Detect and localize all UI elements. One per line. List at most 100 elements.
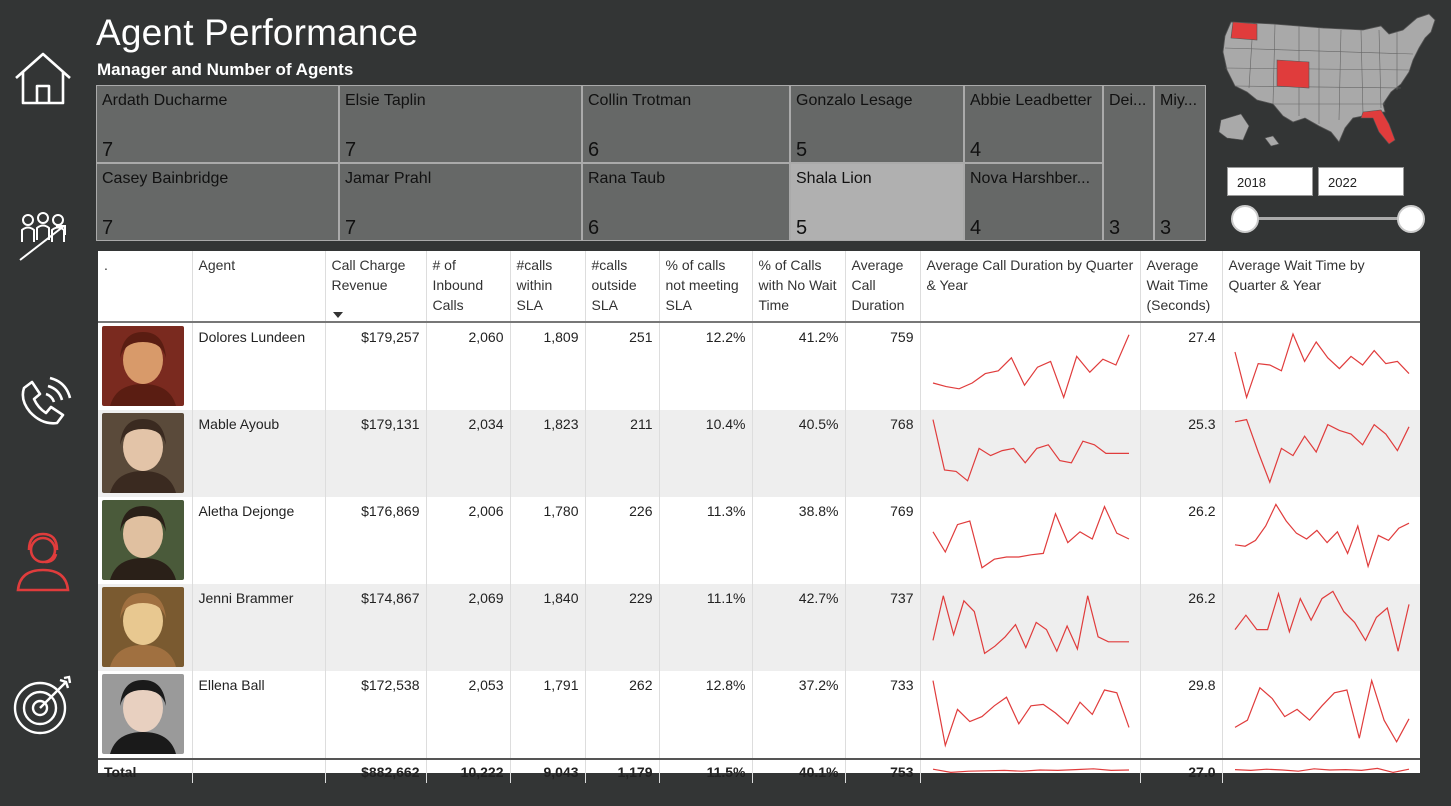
us-mainland-shape [1222,13,1436,143]
treemap-title: Manager and Number of Agents [97,60,354,79]
tile-count: 3 [1160,217,1172,239]
table-cell: 759 [845,322,921,410]
column-header[interactable]: % of calls not meeting SLA [659,251,753,322]
table-row[interactable]: Aletha Dejonge $176,869 2,006 1,780 226 11.3%… [98,497,1420,584]
sparkline [931,419,1129,482]
table-cell: $174,867 [325,584,427,671]
treemap-tile[interactable]: Miy... 3 [1154,85,1206,241]
table-cell: 10.4% [659,410,753,497]
wait-time-sparkline [1222,322,1420,410]
treemap-tile[interactable]: Rana Taub 6 [582,163,790,241]
table-cell: 768 [845,410,921,497]
washington-state [1230,21,1258,41]
column-header[interactable]: Average Wait Time by Quarter & Year [1228,257,1365,293]
agent-performance-table: . Agent Call Charge Revenue # of Inbound… [98,251,1420,783]
treemap-tile[interactable]: Abbie Leadbetter 4 [964,85,1103,163]
page-title: Agent Performance [96,12,419,53]
agent-avatar [102,500,184,580]
tile-count: 6 [588,217,600,239]
table-cell: 12.2% [659,322,753,410]
date-slider-track[interactable] [1244,217,1412,220]
table-cell: 262 [585,671,660,759]
table-cell: 27.4 [1140,322,1223,410]
table-cell: 12.8% [659,671,753,759]
team-growth-icon[interactable] [12,206,74,268]
total-cell: 9,043 [510,759,586,783]
column-header[interactable]: Average Call Duration [845,251,921,322]
agent-photo-cell [98,671,193,759]
sparkline [1234,590,1410,652]
date-slider-start-handle[interactable] [1231,205,1259,233]
tile-name: Gonzalo Lesage [796,92,913,109]
table-cell: 26.2 [1140,584,1223,671]
tile-name: Abbie Leadbetter [970,92,1092,109]
table-cell: 38.8% [752,497,846,584]
treemap-tile[interactable]: Nova Harshber... 4 [964,163,1103,241]
tile-count: 4 [970,217,982,239]
table-row[interactable]: Mable Ayoub $179,131 2,034 1,823 211 10.4% 40.… [98,410,1420,497]
us-states-map[interactable] [1213,8,1443,158]
tile-count: 7 [102,217,114,239]
total-cell: 40.1% [752,759,846,783]
treemap-tile[interactable]: Casey Bainbridge 7 [96,163,339,241]
treemap-tile[interactable]: Elsie Taplin 7 [339,85,582,163]
table-cell: 1,840 [510,584,586,671]
table-row[interactable]: Jenni Brammer $174,867 2,069 1,840 229 11.1% 4… [98,584,1420,671]
table-cell: 11.3% [659,497,753,584]
target-icon[interactable] [12,674,74,736]
table-cell: 737 [845,584,921,671]
tile-count: 5 [796,217,808,239]
table-cell: 1,791 [510,671,586,759]
column-header[interactable]: Average Call Duration by Quarter & Year [920,251,1141,322]
table-cell: 769 [845,497,921,584]
treemap-tile[interactable]: Jamar Prahl 7 [339,163,582,241]
treemap-tile[interactable]: Ardath Ducharme 7 [96,85,339,163]
column-header[interactable]: % of Calls with No Wait Time [752,251,846,322]
table-cell: $176,869 [325,497,427,584]
start-date-input[interactable]: 2018 [1227,167,1313,196]
phone-call-icon[interactable] [12,372,74,434]
column-header[interactable]: #calls outside SLA [585,251,660,322]
home-icon[interactable] [12,48,74,110]
tile-name: Dei... [1109,92,1147,109]
table-cell: 733 [845,671,921,759]
call-duration-sparkline [920,410,1141,497]
tile-name: Jamar Prahl [345,170,432,187]
column-header[interactable]: #calls within SLA [510,251,586,322]
treemap-tile-selected[interactable]: Shala Lion 5 [790,163,964,241]
column-header[interactable]: Average Wait Time (Seconds) [1140,251,1223,322]
table-cell: 11.1% [659,584,753,671]
call-duration-sparkline [920,497,1141,584]
column-header-sorted[interactable]: Call Charge Revenue [325,251,427,322]
sparkline [931,680,1130,748]
table-cell: 41.2% [752,322,846,410]
table-cell: 1,823 [510,410,586,497]
table-cell: 40.5% [752,410,846,497]
tile-name: Rana Taub [588,170,666,187]
treemap-tile[interactable]: Dei... 3 [1103,85,1154,241]
florida-state [1360,109,1396,145]
column-header[interactable]: # of Inbound Calls [426,251,511,322]
table-row[interactable]: Ellena Ball $172,538 2,053 1,791 262 12.8% 37.… [98,671,1420,759]
end-date-input[interactable]: 2022 [1318,167,1404,196]
tile-count: 7 [345,139,357,161]
sparkline [932,768,1129,774]
column-header[interactable]: Agent [192,251,326,322]
total-label: Total [98,759,193,783]
tile-count: 4 [970,139,982,161]
tile-name: Miy... [1160,92,1198,109]
treemap-tile[interactable]: Collin Trotman 6 [582,85,790,163]
column-header-label: Call Charge Revenue [331,257,406,293]
agent-headset-icon[interactable] [12,530,74,592]
table-row[interactable]: Dolores Lundeen $179,257 2,060 1,809 251 12.2… [98,322,1420,410]
column-header[interactable]: . [98,251,193,322]
date-slider-end-handle[interactable] [1397,205,1425,233]
treemap-tile[interactable]: Gonzalo Lesage 5 [790,85,964,163]
total-cell: 27.0 [1140,759,1223,783]
agent-name-cell: Jenni Brammer [192,584,326,671]
total-cell: 11.5% [659,759,753,783]
table-cell: 37.2% [752,671,846,759]
total-sparkline-cell [920,759,1141,783]
total-sparkline-cell [1222,759,1420,783]
agent-name-cell: Dolores Lundeen [192,322,326,410]
